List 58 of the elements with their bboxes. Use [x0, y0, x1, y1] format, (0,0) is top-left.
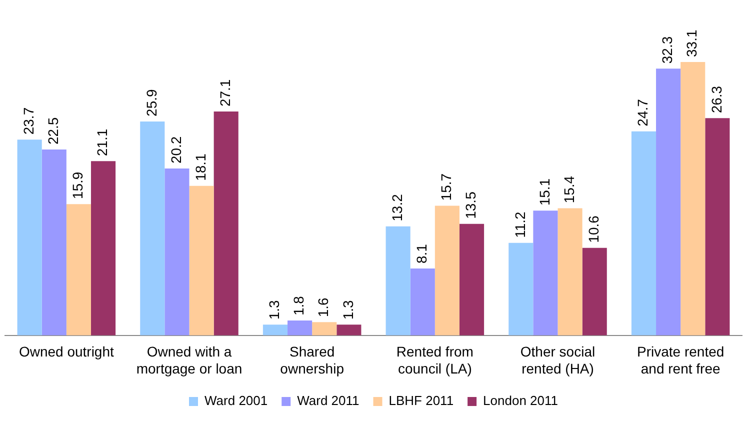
data-label: 24.7 — [634, 98, 651, 126]
bar — [508, 242, 534, 336]
bar — [656, 68, 681, 336]
data-label: 20.2 — [168, 136, 184, 164]
data-label: 15.7 — [438, 173, 454, 201]
bar — [558, 208, 582, 336]
bar — [631, 131, 656, 336]
legend-label: Ward 2011 — [297, 393, 360, 408]
x-tick-label: Other social rented (HA) — [520, 344, 596, 376]
bar — [164, 168, 190, 336]
x-tick-label: Private rented and rent free — [636, 344, 724, 376]
bar — [533, 210, 558, 336]
bar — [386, 226, 410, 336]
data-label: 15.1 — [536, 178, 552, 206]
data-label: 18.1 — [192, 153, 208, 181]
bar — [140, 121, 165, 336]
data-label: 10.6 — [585, 215, 602, 243]
data-label: 25.9 — [143, 89, 160, 116]
x-tick-label: Owned with a mortgage or loan — [136, 344, 242, 376]
bar — [288, 320, 312, 336]
data-label: 27.1 — [216, 79, 233, 107]
data-label: 11.2 — [512, 211, 528, 238]
data-label: 13.2 — [388, 194, 405, 222]
x-tick-label: Rented from council (LA) — [396, 344, 474, 376]
x-tick-label: Owned outright — [18, 344, 114, 360]
data-label: 22.5 — [44, 117, 61, 145]
bar — [214, 112, 238, 336]
bar — [705, 118, 730, 336]
bar — [459, 224, 484, 336]
data-label: 15.9 — [70, 172, 86, 200]
data-label: 1.3 — [266, 300, 282, 320]
data-label: 23.7 — [20, 107, 36, 135]
bar — [189, 186, 214, 336]
bar — [66, 204, 91, 336]
legend-label: London 2011 — [483, 393, 558, 408]
bar — [312, 322, 337, 336]
bar — [262, 324, 288, 336]
legend-label: LBHF 2011 — [388, 393, 454, 408]
data-label: 13.5 — [462, 191, 479, 219]
bar — [434, 206, 460, 336]
legend-label: Ward 2001 — [204, 393, 268, 408]
bar — [410, 268, 435, 336]
data-label: 32.3 — [659, 36, 676, 64]
data-label: 15.4 — [560, 176, 577, 204]
bar — [90, 161, 116, 336]
data-label: 21.1 — [94, 128, 110, 156]
data-label: 26.3 — [708, 86, 724, 114]
bar — [680, 62, 706, 336]
data-label: 1.8 — [290, 296, 307, 316]
bar — [42, 150, 66, 336]
bar — [17, 140, 42, 336]
data-label: 33.1 — [684, 30, 700, 57]
x-tick-label: Shared ownership — [280, 344, 344, 376]
data-label: 1.6 — [315, 298, 332, 318]
bar — [582, 248, 607, 336]
data-label: 8.1 — [413, 244, 430, 264]
data-label: 1.3 — [340, 300, 356, 320]
bar — [336, 324, 362, 336]
